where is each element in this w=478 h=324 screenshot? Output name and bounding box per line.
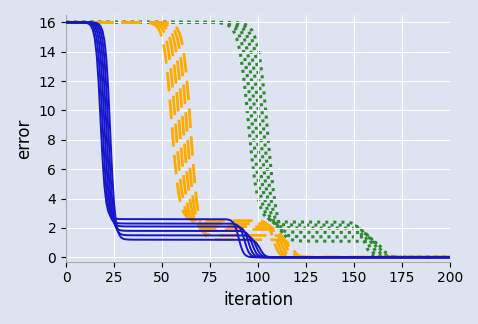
X-axis label: iteration: iteration — [223, 291, 293, 309]
Y-axis label: error: error — [15, 118, 33, 158]
